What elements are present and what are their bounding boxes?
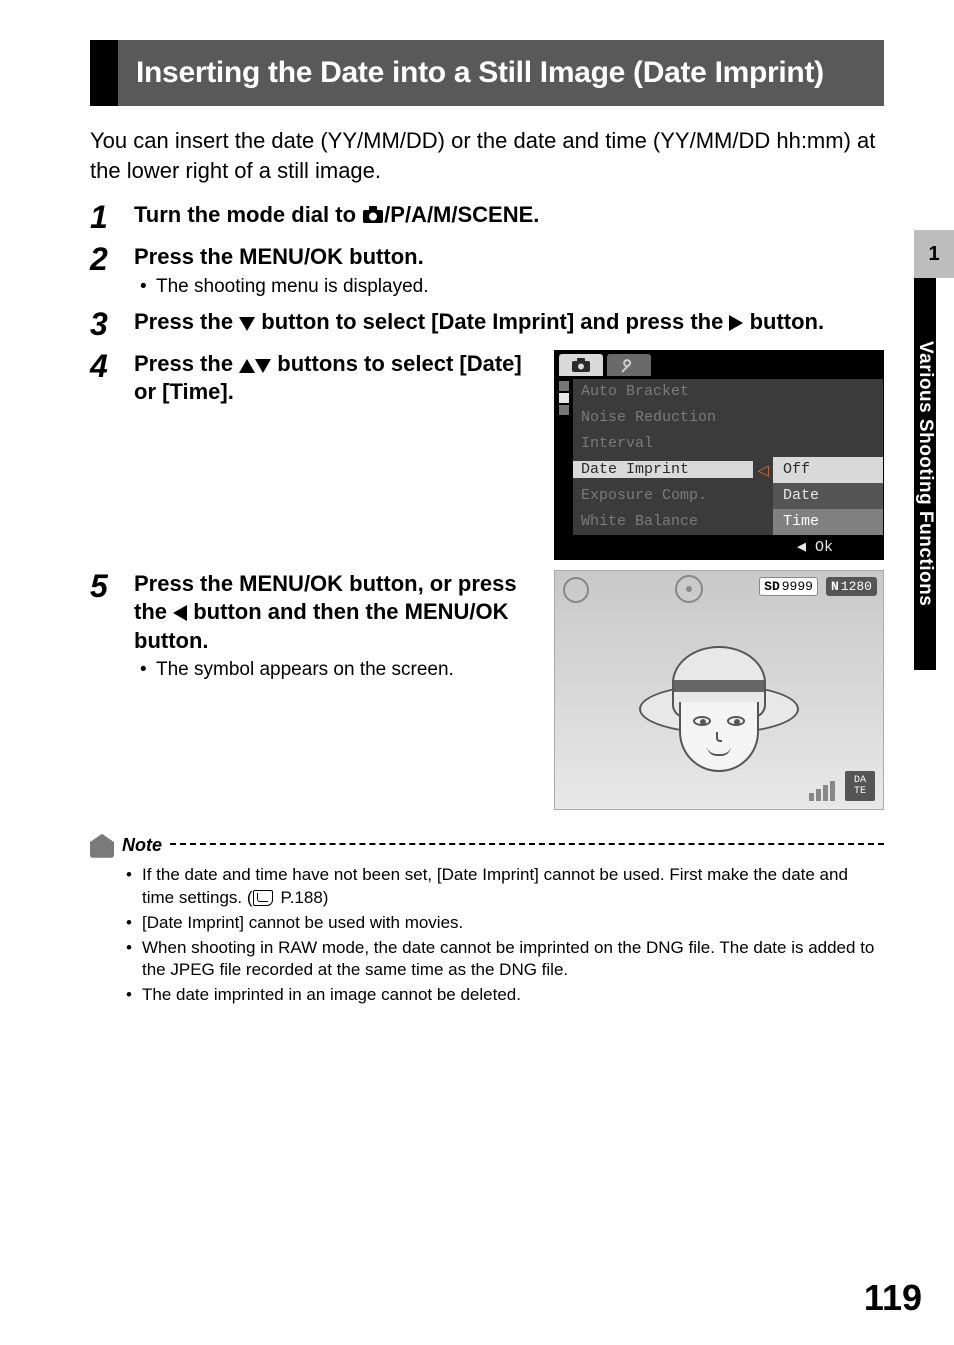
- section-title: Inserting the Date into a Still Image (D…: [118, 40, 884, 106]
- menu-label: White Balance: [573, 513, 773, 530]
- menu-row-interval: Interval: [573, 431, 883, 457]
- side-chapter-tab: 1 Various Shooting Functions: [914, 230, 954, 670]
- steps-list: 1 Turn the mode dial to /P/A/M/SCENE. 2 …: [90, 201, 884, 810]
- n-badge: N 1280: [826, 577, 877, 596]
- menu-row-noise-reduction: Noise Reduction: [573, 405, 883, 431]
- step-5-title-post: button and then the MENU/OK button.: [134, 599, 509, 653]
- sd-label: SD: [764, 579, 780, 594]
- step-2-title: Press the MENU/OK button.: [134, 243, 884, 272]
- step-1-title: Turn the mode dial to /P/A/M/SCENE.: [134, 201, 884, 230]
- title-accent: [90, 40, 118, 106]
- target-inner-icon: [682, 582, 696, 596]
- step-5-sub: The symbol appears on the screen.: [134, 659, 538, 681]
- preview-top-badges: SD 9999 N 1280: [759, 577, 877, 596]
- up-triangle-icon: [239, 359, 255, 373]
- chapter-number: 1: [914, 230, 954, 278]
- anti-shake-icon: [563, 577, 589, 603]
- camera-icon: [362, 206, 384, 224]
- menu-scroll-indicator: [555, 379, 573, 535]
- step-3-title: Press the button to select [Date Imprint…: [134, 308, 884, 337]
- menu-row-auto-bracket: Auto Bracket: [573, 379, 883, 405]
- chapter-label: Various Shooting Functions: [914, 278, 936, 670]
- n-value: 1280: [841, 579, 872, 594]
- step-1-title-pre: Turn the mode dial to: [134, 202, 362, 227]
- step-2: 2 Press the MENU/OK button. The shooting…: [90, 243, 884, 298]
- menu-label: Auto Bracket: [573, 383, 883, 400]
- note-item: If the date and time have not been set, …: [142, 864, 884, 910]
- menu-tab-shoot: [559, 354, 603, 376]
- menu-footer: ◀ Ok: [555, 535, 883, 559]
- left-triangle-icon: [173, 605, 187, 621]
- step-4-title-pre: Press the: [134, 351, 239, 376]
- step-4-title: Press the buttons to select [Date] or [T…: [134, 350, 538, 407]
- menu-value: Off: [773, 457, 883, 483]
- note-item-0-pre: If the date and time have not been set, …: [142, 865, 848, 907]
- menu-label: Date Imprint: [573, 461, 753, 478]
- note-label: Note: [122, 835, 162, 856]
- step-1-title-post: /P/A/M/SCENE.: [384, 202, 539, 227]
- date-badge-line1: DA: [854, 775, 866, 786]
- step-3: 3 Press the button to select [Date Impri…: [90, 308, 884, 340]
- down-triangle-icon: [239, 317, 255, 331]
- page-reference-icon: [253, 890, 281, 904]
- step-1: 1 Turn the mode dial to /P/A/M/SCENE.: [90, 201, 884, 233]
- page-number: 119: [864, 1277, 922, 1319]
- step-3-title-mid: button to select [Date Imprint] and pres…: [255, 309, 729, 334]
- note-header: Note: [90, 834, 884, 858]
- menu-value: Date: [773, 483, 883, 509]
- menu-row-white-balance: White BalanceTime: [573, 509, 883, 535]
- menu-row-date-imprint: Date Imprint◁Off: [573, 457, 883, 483]
- intro-text: You can insert the date (YY/MM/DD) or th…: [90, 126, 884, 188]
- menu-tab-setup: [607, 354, 651, 376]
- step-4: 4 Press the buttons to select [Date] or …: [90, 350, 884, 560]
- note-item: When shooting in RAW mode, the date cann…: [142, 937, 884, 983]
- menu-label: Exposure Comp.: [573, 487, 773, 504]
- step-number: 2: [90, 243, 134, 275]
- step-5: 5 Press the MENU/OK button, or press the…: [90, 570, 884, 810]
- note-icon: [90, 834, 114, 858]
- down-triangle-icon: [255, 359, 271, 373]
- af-target-icon: [675, 575, 703, 603]
- note-item-0-post: P.188): [281, 888, 329, 907]
- camera-menu-screenshot: Auto Bracket Noise Reduction Interval Da…: [554, 350, 884, 560]
- camera-tab-icon: [572, 358, 590, 372]
- step-3-title-post: button.: [743, 309, 824, 334]
- memory-bars-icon: [809, 779, 839, 801]
- wrench-tab-icon: [621, 357, 637, 373]
- step-number: 3: [90, 308, 134, 340]
- note-section: Note If the date and time have not been …: [90, 834, 884, 1008]
- note-list: If the date and time have not been set, …: [90, 864, 884, 1008]
- menu-rows: Auto Bracket Noise Reduction Interval Da…: [573, 379, 883, 535]
- date-imprint-badge: DA TE: [845, 771, 875, 801]
- menu-label: Interval: [573, 435, 883, 452]
- note-item: [Date Imprint] cannot be used with movie…: [142, 912, 884, 935]
- section-title-bar: Inserting the Date into a Still Image (D…: [90, 40, 884, 106]
- date-badge-line2: TE: [854, 786, 866, 797]
- sample-subject-illustration: [639, 684, 799, 734]
- step-number: 4: [90, 350, 134, 382]
- step-number: 1: [90, 201, 134, 233]
- step-number: 5: [90, 570, 134, 602]
- n-label: N: [831, 579, 839, 594]
- menu-tabs: [555, 351, 883, 379]
- menu-value: Time: [773, 509, 883, 535]
- step-5-title: Press the MENU/OK button, or press the b…: [134, 570, 538, 656]
- caret-icon: ◁: [753, 461, 773, 479]
- menu-row-exposure-comp: Exposure Comp.Date: [573, 483, 883, 509]
- note-dash-line: [170, 843, 884, 845]
- note-item: The date imprinted in an image cannot be…: [142, 984, 884, 1007]
- sd-badge: SD 9999: [759, 577, 818, 596]
- menu-label: Noise Reduction: [573, 409, 883, 426]
- step-3-title-pre: Press the: [134, 309, 239, 334]
- camera-preview-screenshot: SD 9999 N 1280 DA: [554, 570, 884, 810]
- sd-value: 9999: [782, 579, 813, 594]
- step-2-sub: The shooting menu is displayed.: [134, 276, 884, 298]
- right-triangle-icon: [729, 315, 743, 331]
